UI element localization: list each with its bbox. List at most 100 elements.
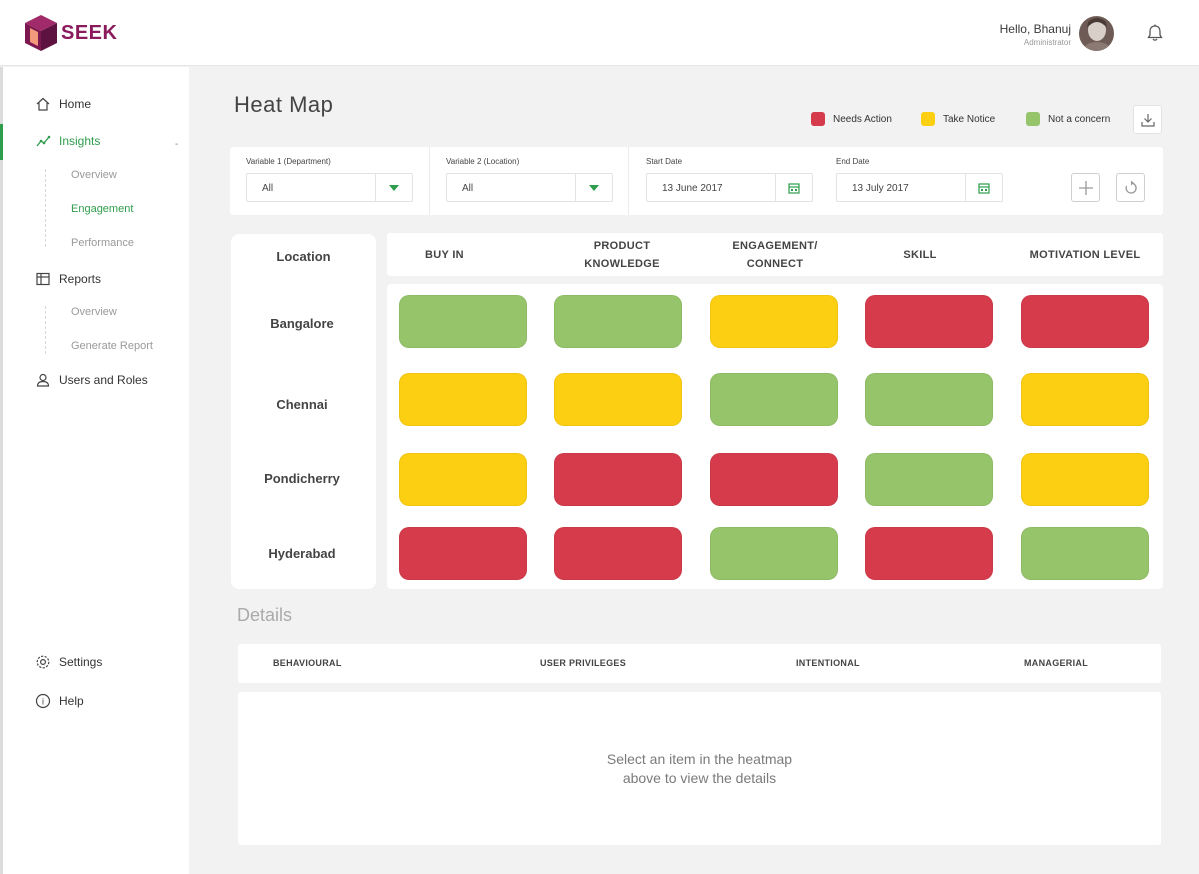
legend-swatch [921, 112, 935, 126]
heatmap-cell[interactable] [1021, 453, 1149, 506]
submenu-item-overview[interactable]: Overview [71, 169, 117, 181]
calendar-icon[interactable] [965, 174, 1002, 201]
heatmap-cell[interactable] [710, 453, 838, 506]
variable1-label: Variable 1 (Department) [246, 157, 331, 166]
column-header-skill: SKILL [903, 248, 937, 261]
submenu-item-engagement[interactable]: Engagement [71, 203, 134, 215]
heatmap-cell[interactable] [710, 527, 838, 580]
tab-behavioural[interactable]: BEHAVIOURAL [273, 658, 342, 668]
download-icon [1140, 113, 1155, 127]
end-date-label: End Date [836, 157, 870, 166]
sidebar-item-reports[interactable]: Reports [35, 269, 101, 289]
location-hyderabad: Hyderabad [268, 546, 336, 561]
tab-user-privileges[interactable]: USER PRIVILEGES [540, 658, 627, 668]
heatmap-cell[interactable] [399, 527, 527, 580]
tab-intentional[interactable]: INTENTIONAL [796, 658, 860, 668]
legend-needs-action: Needs Action [811, 112, 892, 126]
sidebar-item-label: Reports [59, 272, 102, 286]
heatmap-cell[interactable] [399, 295, 527, 348]
location-bangalore: Bangalore [270, 316, 334, 331]
heatmap-cell[interactable] [399, 373, 527, 426]
details-panel: Select an item in the heatmap above to v… [238, 692, 1161, 845]
heatmap-grid [387, 284, 1163, 589]
sidebar-item-label: Settings [59, 655, 103, 669]
heatmap-cell[interactable] [1021, 527, 1149, 580]
avatar[interactable] [1079, 16, 1114, 51]
column-header-buy-in: BUY IN [425, 248, 464, 261]
column-header-engagement-connect: ENGAGEMENT/ CONNECT [732, 239, 818, 270]
start-date-label: Start Date [646, 157, 683, 166]
filter-divider [628, 147, 629, 215]
chevron-down-icon[interactable] [375, 174, 412, 201]
column-header-motivation-level: MOTIVATION LEVEL [1029, 248, 1141, 261]
plus-icon [1078, 180, 1093, 195]
heatmap-cell[interactable] [554, 295, 682, 348]
chevron-down-icon[interactable]: - [175, 139, 179, 150]
legend-not-a-concern: Not a concern [1026, 112, 1110, 126]
heatmap-column-headers: BUY IN PRODUCT KNOWLEDGE ENGAGEMENT/ CON… [387, 233, 1163, 276]
location-chennai: Chennai [276, 397, 328, 412]
heatmap-cell[interactable] [399, 453, 527, 506]
download-button[interactable] [1133, 105, 1162, 134]
end-date-value: 13 July 2017 [852, 183, 909, 194]
heatmap-cell[interactable] [865, 453, 993, 506]
insights-icon [36, 135, 51, 147]
heatmap-cell[interactable] [1021, 373, 1149, 426]
empty-state-line: Select an item in the heatmap [606, 751, 793, 767]
chevron-down-icon[interactable] [575, 174, 612, 201]
legend-label: Needs Action [833, 113, 892, 125]
sidebar: Home Insights - Overview Engagement Perf… [0, 67, 189, 874]
sidebar-item-label: Insights [59, 134, 101, 148]
svg-text:i: i [42, 697, 44, 707]
tab-managerial[interactable]: MANAGERIAL [1024, 658, 1088, 668]
heatmap-cell[interactable] [554, 453, 682, 506]
location-header: Location [276, 249, 331, 264]
heatmap-cell[interactable] [1021, 295, 1149, 348]
heatmap-cell[interactable] [865, 295, 993, 348]
active-indicator [0, 124, 3, 160]
page-title: Heat Map [234, 92, 334, 117]
legend-swatch [811, 112, 825, 126]
help-icon: i [35, 693, 51, 709]
heatmap-cell[interactable] [710, 295, 838, 348]
variable1-select[interactable]: All [246, 173, 413, 202]
submenu-line [45, 169, 46, 247]
user-icon [36, 373, 50, 387]
add-button[interactable] [1071, 173, 1100, 202]
reset-button[interactable] [1116, 173, 1145, 202]
details-tabs: BEHAVIOURAL USER PRIVILEGES INTENTIONAL … [238, 644, 1161, 683]
notification-bell-icon[interactable] [1145, 23, 1165, 43]
heatmap-cell[interactable] [865, 373, 993, 426]
submenu-item-performance[interactable]: Performance [71, 237, 134, 249]
variable2-select[interactable]: All [446, 173, 613, 202]
legend-swatch [1026, 112, 1040, 126]
heatmap-cell[interactable] [865, 527, 993, 580]
sidebar-item-home[interactable]: Home [35, 94, 91, 114]
heatmap-cell[interactable] [554, 527, 682, 580]
variable2-value: All [462, 183, 474, 194]
sidebar-item-settings[interactable]: Settings [35, 652, 102, 672]
refresh-icon [1124, 180, 1137, 194]
user-role: Administrator [1023, 38, 1071, 47]
top-bar: SEEK Hello, Bhanuj Administrator [0, 0, 1199, 66]
gear-icon [36, 655, 50, 669]
empty-state-line: above to view the details [622, 770, 777, 786]
calendar-icon[interactable] [775, 174, 812, 201]
start-date-value: 13 June 2017 [662, 183, 723, 194]
seek-logo-icon[interactable] [24, 14, 58, 52]
heatmap-cell[interactable] [554, 373, 682, 426]
submenu-item-generate-report[interactable]: Generate Report [71, 340, 153, 352]
sidebar-item-label: Users and Roles [59, 373, 148, 387]
sidebar-item-users-and-roles[interactable]: Users and Roles [35, 370, 148, 390]
sidebar-item-insights[interactable]: Insights [35, 131, 100, 151]
legend-label: Not a concern [1048, 113, 1111, 125]
end-date-input[interactable]: 13 July 2017 [836, 173, 1003, 202]
sidebar-item-label: Help [59, 694, 84, 708]
submenu-line [45, 306, 46, 354]
filter-bar: Variable 1 (Department) All Variable 2 (… [230, 147, 1163, 215]
heatmap-cell[interactable] [710, 373, 838, 426]
submenu-item-overview[interactable]: Overview [71, 306, 117, 318]
variable2-label: Variable 2 (Location) [446, 157, 520, 166]
sidebar-item-help[interactable]: i Help [35, 691, 84, 711]
start-date-input[interactable]: 13 June 2017 [646, 173, 813, 202]
